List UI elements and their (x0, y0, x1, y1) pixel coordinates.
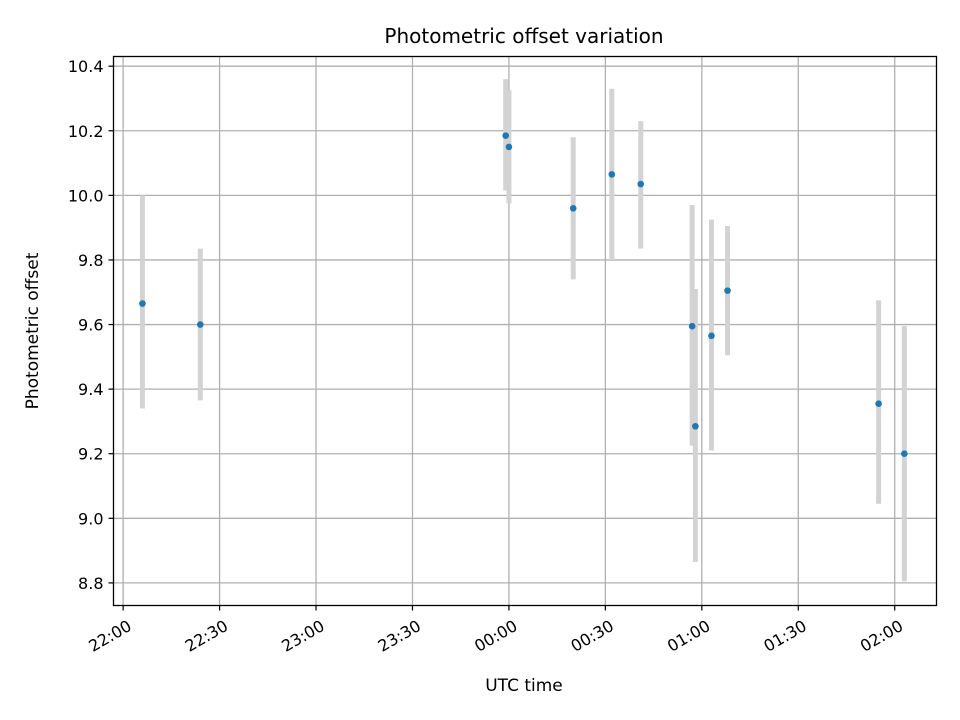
data-point (688, 322, 696, 330)
data-point (502, 132, 510, 139)
data-point (901, 450, 908, 458)
y-tick-label: 8.8 (78, 574, 103, 593)
y-tick-label: 10.4 (68, 57, 104, 76)
data-point (608, 171, 616, 178)
data-point (875, 400, 882, 407)
data-point (197, 321, 204, 328)
y-tick-label: 10.2 (68, 122, 104, 141)
y-axis: 8.8 9.0 9.2 9.4 9.6 9.8 10.0 10.2 10.4 (68, 57, 114, 593)
data-point (505, 143, 513, 151)
data-point (139, 300, 146, 307)
data-point (724, 287, 731, 294)
grid (113, 56, 937, 606)
y-tick-label: 9.8 (78, 251, 103, 270)
plot-frame (112, 55, 938, 607)
data-point (692, 422, 699, 430)
data-points (139, 132, 908, 458)
x-axis-title: UTC time (485, 676, 563, 696)
y-tick-label: 9.0 (78, 509, 103, 528)
y-tick-label: 9.2 (78, 445, 103, 464)
data-point (637, 180, 645, 188)
y-tick-label: 9.4 (78, 380, 103, 399)
y-tick-label: 10.0 (68, 186, 104, 205)
y-axis-title: Photometric offset (23, 252, 43, 409)
data-point (708, 332, 715, 340)
chart-title: Photometric offset variation (384, 24, 663, 48)
y-tick-label: 9.6 (78, 316, 103, 335)
data-point (569, 204, 577, 212)
